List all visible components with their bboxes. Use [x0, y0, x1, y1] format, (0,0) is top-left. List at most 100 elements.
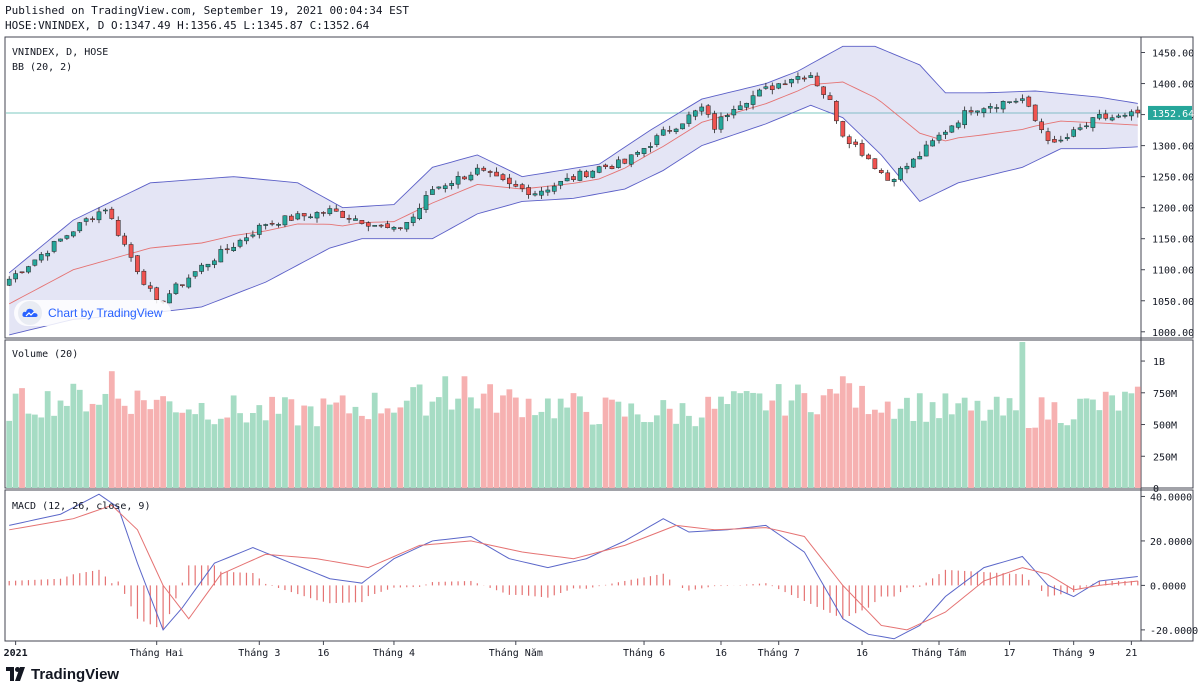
- candle[interactable]: [654, 133, 660, 148]
- volume-bar[interactable]: [814, 414, 821, 488]
- volume-bar[interactable]: [1057, 423, 1064, 488]
- volume-bar[interactable]: [384, 408, 391, 488]
- volume-bar[interactable]: [519, 417, 526, 488]
- candle[interactable]: [359, 220, 365, 225]
- volume-bar[interactable]: [589, 424, 596, 488]
- candle[interactable]: [1135, 106, 1141, 118]
- volume-bar[interactable]: [750, 392, 756, 488]
- candle[interactable]: [90, 216, 95, 223]
- volume-bar[interactable]: [621, 416, 628, 488]
- candle[interactable]: [1109, 114, 1115, 122]
- volume-bar[interactable]: [795, 384, 801, 488]
- volume-bar[interactable]: [70, 383, 77, 488]
- volume-bar[interactable]: [31, 414, 38, 488]
- candle[interactable]: [750, 90, 756, 110]
- volume-bar[interactable]: [859, 385, 865, 488]
- candle[interactable]: [635, 150, 640, 158]
- candle[interactable]: [622, 158, 628, 165]
- candle[interactable]: [1084, 122, 1089, 129]
- volume-bar[interactable]: [570, 393, 577, 488]
- candle[interactable]: [38, 251, 44, 263]
- candle[interactable]: [603, 163, 608, 170]
- volume-bar[interactable]: [1064, 425, 1071, 488]
- volume-bar[interactable]: [1115, 410, 1122, 488]
- volume-bar[interactable]: [352, 406, 359, 488]
- volume-bar[interactable]: [6, 420, 13, 488]
- candle[interactable]: [923, 140, 929, 157]
- candle[interactable]: [398, 227, 403, 231]
- volume-bar[interactable]: [577, 396, 583, 488]
- volume-bar[interactable]: [455, 398, 461, 488]
- candle[interactable]: [103, 208, 108, 215]
- candle[interactable]: [333, 204, 339, 212]
- volume-bar[interactable]: [647, 422, 654, 488]
- candle[interactable]: [981, 107, 987, 118]
- candle[interactable]: [872, 158, 878, 170]
- candle[interactable]: [147, 281, 153, 292]
- candle[interactable]: [391, 226, 397, 232]
- volume-bar[interactable]: [993, 396, 1000, 488]
- volume-bar[interactable]: [1122, 391, 1128, 488]
- volume-bar[interactable]: [737, 393, 744, 488]
- candle[interactable]: [596, 165, 602, 174]
- candle[interactable]: [51, 240, 57, 254]
- volume-bar[interactable]: [128, 413, 134, 488]
- candle[interactable]: [680, 123, 685, 130]
- volume-bar[interactable]: [301, 405, 308, 488]
- candle[interactable]: [269, 220, 275, 227]
- candle[interactable]: [821, 86, 826, 99]
- candle[interactable]: [1129, 109, 1134, 121]
- candle[interactable]: [1026, 95, 1032, 108]
- candle[interactable]: [186, 274, 192, 289]
- candle[interactable]: [449, 180, 454, 190]
- volume-bar[interactable]: [955, 403, 962, 488]
- volume-bar[interactable]: [525, 398, 532, 488]
- candle[interactable]: [949, 125, 955, 134]
- volume-bar[interactable]: [96, 404, 102, 488]
- candle[interactable]: [430, 185, 435, 195]
- candle[interactable]: [763, 82, 769, 90]
- candle[interactable]: [795, 72, 801, 84]
- candle[interactable]: [776, 83, 782, 90]
- volume-bar[interactable]: [160, 396, 166, 488]
- candle[interactable]: [77, 222, 83, 233]
- volume-bar[interactable]: [474, 408, 481, 488]
- candle[interactable]: [885, 169, 891, 181]
- candle[interactable]: [936, 132, 942, 144]
- volume-bar[interactable]: [807, 412, 814, 488]
- candle[interactable]: [1077, 123, 1083, 131]
- volume-bar[interactable]: [256, 405, 263, 488]
- volume-bar[interactable]: [217, 418, 224, 488]
- candles[interactable]: [6, 72, 1141, 305]
- candle[interactable]: [744, 102, 749, 111]
- volume-bar[interactable]: [435, 397, 442, 488]
- candle[interactable]: [276, 222, 281, 228]
- candle[interactable]: [757, 88, 762, 97]
- candle[interactable]: [1103, 109, 1109, 121]
- candle[interactable]: [532, 190, 538, 197]
- volume-bar[interactable]: [769, 400, 776, 488]
- candle[interactable]: [987, 103, 993, 113]
- candle[interactable]: [725, 113, 730, 122]
- candle[interactable]: [308, 213, 313, 219]
- candle[interactable]: [616, 156, 621, 169]
- volume-bar[interactable]: [1109, 395, 1116, 488]
- candle[interactable]: [365, 221, 371, 232]
- candle[interactable]: [551, 182, 557, 195]
- volume-bar[interactable]: [974, 400, 981, 488]
- candle[interactable]: [705, 104, 711, 118]
- volume-bar[interactable]: [609, 399, 615, 488]
- volume-bar[interactable]: [884, 401, 891, 488]
- volume-bar[interactable]: [192, 414, 199, 488]
- candle[interactable]: [891, 178, 897, 187]
- volume-bar[interactable]: [237, 413, 243, 488]
- candle[interactable]: [340, 210, 345, 218]
- volume-bar[interactable]: [487, 384, 494, 488]
- candle[interactable]: [975, 110, 980, 116]
- volume-bar[interactable]: [1000, 415, 1007, 488]
- volume-bar[interactable]: [416, 384, 423, 488]
- candle[interactable]: [1071, 126, 1077, 138]
- candle[interactable]: [814, 72, 820, 87]
- volume-bar[interactable]: [987, 409, 994, 488]
- candle[interactable]: [180, 284, 185, 288]
